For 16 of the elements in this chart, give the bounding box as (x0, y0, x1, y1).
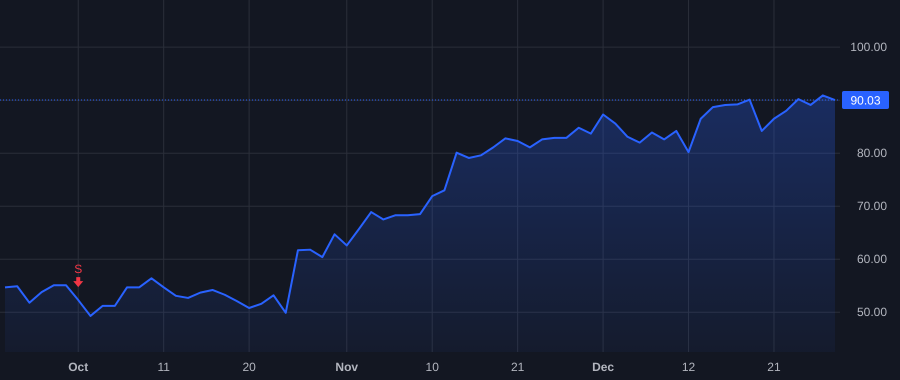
x-tick-label: 21 (510, 360, 525, 374)
x-tick-label: Oct (68, 360, 88, 374)
y-tick-label: 60.00 (856, 252, 888, 266)
x-tick-label: 12 (682, 360, 696, 374)
ref-line-label: 90.03 (850, 94, 881, 108)
y-tick-label: 50.00 (856, 305, 888, 320)
y-tick-label: 70.00 (856, 199, 888, 214)
annotation: S (74, 262, 82, 276)
x-tick-label: 21 (767, 360, 781, 374)
x-tick-label: Nov (335, 360, 358, 374)
x-tick-label: 10 (426, 360, 440, 374)
y-tick-label: 100.00 (850, 40, 888, 54)
x-tick-label: 11 (157, 360, 170, 374)
x-tick-label: 20 (242, 360, 256, 374)
x-tick-label: Dec (592, 360, 614, 374)
y-tick-label: 80.00 (856, 146, 888, 160)
